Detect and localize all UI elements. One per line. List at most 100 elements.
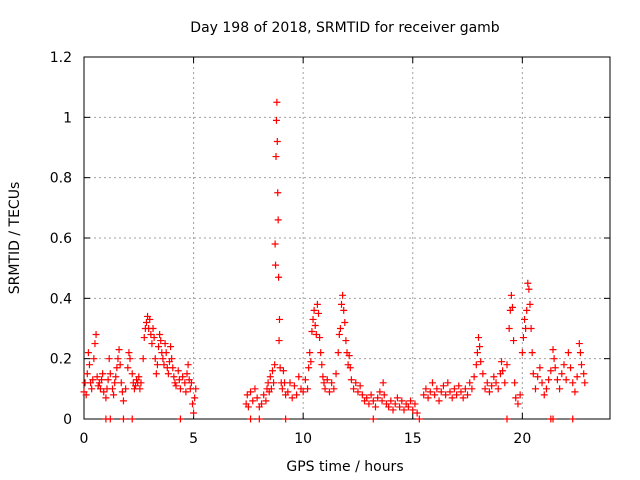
data-point [376, 388, 384, 396]
data-point [437, 388, 445, 396]
data-point [358, 391, 366, 399]
y-axis-label: SRMTID / TECUs [7, 182, 23, 295]
data-point [98, 376, 106, 384]
data-point [518, 349, 526, 357]
data-point [472, 361, 480, 369]
data-point [151, 355, 159, 363]
data-point [461, 385, 469, 393]
data-point [413, 409, 421, 417]
data-point [91, 340, 99, 348]
data-point [352, 379, 360, 387]
data-point [310, 306, 318, 314]
data-point [367, 391, 375, 399]
data-point [553, 376, 561, 384]
data-point [119, 397, 127, 405]
data-point [346, 364, 354, 372]
data-point [340, 306, 348, 314]
data-point [483, 379, 491, 387]
data-point [476, 343, 484, 351]
data-point [323, 376, 331, 384]
x-axis-label: GPS time / hours [286, 459, 403, 475]
data-point [435, 397, 443, 405]
data-point [319, 373, 327, 381]
data-point [272, 261, 280, 269]
data-point [258, 400, 266, 408]
x-tick-label: 5 [189, 431, 198, 447]
data-point [519, 334, 527, 342]
data-point [117, 379, 125, 387]
data-point [251, 385, 259, 393]
y-tick-label: 1 [63, 110, 72, 126]
data-point [325, 388, 333, 396]
data-point [161, 340, 169, 348]
data-point [111, 379, 119, 387]
data-point [153, 361, 161, 369]
data-point [369, 415, 377, 423]
data-point [273, 98, 281, 106]
data-point [274, 216, 282, 224]
data-point [536, 364, 544, 372]
data-point [350, 385, 358, 393]
data-point [527, 325, 535, 332]
data-point [442, 391, 450, 399]
data-point [112, 373, 120, 381]
data-point [396, 403, 404, 411]
data-point [270, 379, 278, 387]
data-point [492, 379, 500, 387]
data-point [85, 361, 93, 369]
data-point [374, 394, 382, 402]
data-point [139, 355, 147, 363]
data-point [387, 397, 395, 405]
data-point [335, 331, 343, 339]
data-point [190, 409, 198, 417]
data-point [415, 415, 423, 423]
x-tick-labels: 0 5 10 15 20 [80, 431, 532, 447]
data-point [247, 388, 255, 396]
chart-title: Day 198 of 2018, SRMTID for receiver gam… [190, 20, 500, 36]
data-point [105, 355, 113, 363]
data-point [160, 361, 168, 369]
data-point [272, 116, 280, 124]
data-point [115, 346, 123, 354]
data-point [135, 373, 143, 381]
data-point [507, 291, 515, 299]
data-point [538, 379, 546, 387]
data-point [155, 343, 163, 351]
data-point [181, 379, 189, 387]
data-point [317, 349, 325, 357]
data-point [275, 315, 283, 323]
data-point [247, 415, 255, 423]
data-point [511, 379, 519, 387]
data-point [488, 382, 496, 390]
data-point [529, 370, 537, 378]
data-point [275, 337, 283, 345]
data-point [106, 370, 114, 378]
data-point [580, 370, 588, 378]
y-tick-label: 1.2 [50, 50, 72, 66]
data-point [573, 373, 581, 381]
axis-ticks [83, 56, 610, 420]
data-point [534, 373, 542, 381]
data-point [100, 388, 108, 396]
data-point [275, 273, 283, 281]
x-tick-label: 0 [80, 431, 89, 447]
data-point [167, 343, 175, 351]
data-point [164, 370, 172, 378]
data-point [293, 391, 301, 399]
data-point [286, 379, 294, 387]
data-point [521, 315, 529, 323]
data-point [176, 385, 184, 393]
data-point [503, 415, 511, 423]
data-point [524, 279, 532, 287]
data-point [315, 309, 323, 317]
data-point [288, 394, 296, 402]
data-point [378, 397, 386, 405]
data-point [316, 334, 324, 342]
data-point [255, 415, 263, 423]
data-point [125, 349, 133, 357]
data-point [380, 391, 388, 399]
data-point [113, 364, 121, 372]
data-point [498, 358, 506, 366]
data-point [304, 385, 312, 393]
